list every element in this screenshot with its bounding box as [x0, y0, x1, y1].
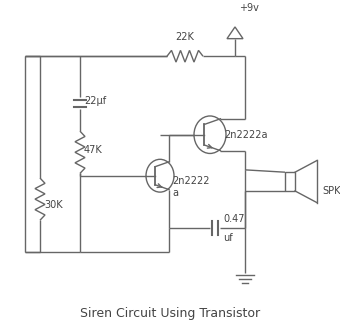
- Text: 0.47: 0.47: [223, 214, 244, 224]
- Text: 22μf: 22μf: [84, 96, 106, 106]
- Text: 2n2222a: 2n2222a: [224, 130, 268, 140]
- Text: uf: uf: [223, 233, 233, 243]
- Text: SPK: SPK: [322, 186, 340, 196]
- Bar: [285, 172, 295, 191]
- Text: 22K: 22K: [175, 32, 194, 42]
- Text: +9v: +9v: [239, 3, 259, 13]
- Text: 30K: 30K: [44, 200, 63, 210]
- Text: 47K: 47K: [84, 145, 103, 155]
- Text: Siren Circuit Using Transistor: Siren Circuit Using Transistor: [80, 307, 260, 320]
- Text: 2n2222
a: 2n2222 a: [172, 176, 209, 198]
